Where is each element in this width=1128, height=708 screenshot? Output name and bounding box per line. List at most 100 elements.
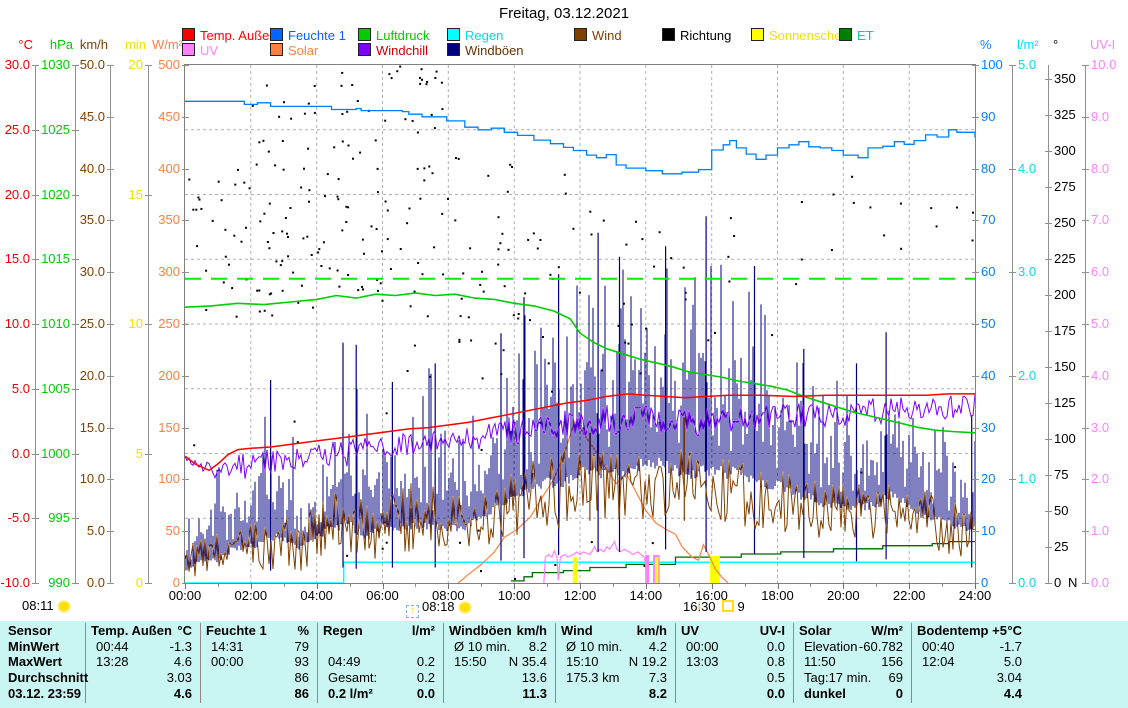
axis-tick-label: 1005 [41,382,70,396]
axis-tick [182,220,189,221]
axis-tick [1045,331,1052,332]
axis-tick-label: 1010 [41,317,70,331]
axis-tick-label: 15 [129,188,143,202]
legend-label: Richtung [680,28,731,43]
axis-tick-label: 5 [136,447,143,461]
axis-tick [972,220,979,221]
axis-tick [1009,583,1016,584]
axis-tick-label: 4.0 [1018,162,1036,176]
x-axis-minor-tick [745,583,746,587]
table-cell-value: 0.5 [675,671,785,685]
legend-label: UV [200,43,218,58]
axis-tick [972,531,979,532]
axis-tick [182,531,189,532]
axis-tick [145,583,152,584]
axis-tick-label: 1000 [41,447,70,461]
axis-tick-label: 250 [158,317,180,331]
axis-tick [145,65,152,66]
x-axis-label: 10:00 [490,589,538,603]
table-cell-value: -1.7 [911,640,1022,654]
axis-tick [145,454,152,455]
axis-tick-label: 300 [1054,144,1076,158]
axis-line [1048,65,1049,583]
axis-tick [1009,376,1016,377]
table-cell-value: 4.6 [85,655,192,669]
axis-tick [1082,479,1089,480]
table-cell-value: 3.03 [85,671,192,685]
axis-line [1012,65,1013,583]
axis-tick [32,324,39,325]
axis-tick [107,428,114,429]
legend-item: Wind [574,28,622,43]
axis-tick [1082,324,1089,325]
axis-tick [1045,547,1052,548]
legend-item: Windchill [358,43,428,58]
axis-tick-label: 0 [136,576,143,590]
table-row-label: Durchschnitt [8,671,88,685]
axis-tick-label: 350 [158,213,180,227]
weather-chart-window: Freitag, 03.12.2021 08:11 ↑08:18 16:309 … [0,0,1128,708]
sunrise-time-left: 08:11 [22,598,54,613]
legend-label: Luftdruck [376,28,429,43]
axis-tick-label: 70 [981,213,995,227]
axis-tick-label: 9.0 [1091,110,1109,124]
table-row-label: Sensor [8,624,52,638]
legend-item: UV [182,43,218,58]
axis-unit-label: UV-I [1090,38,1115,52]
x-axis-label: 00:00 [161,589,209,603]
legend-swatch [270,28,283,41]
axis-tick-label: 1.0 [1018,472,1036,486]
axis-unit-label: l/m² [1017,38,1039,52]
table-cell-value: 86 [200,671,309,685]
axis-tick-label: 50 [981,317,995,331]
axis-tick-label: 0.0 [1018,576,1036,590]
x-axis-minor-tick [810,583,811,587]
axis-tick-label: 225 [1054,252,1076,266]
axis-tick [1045,367,1052,368]
axis-tick [32,454,39,455]
axis-tick-label: 20 [129,58,143,72]
axis-tick [1045,79,1052,80]
axis-tick [145,324,152,325]
axis-tick [107,324,114,325]
legend-item: Windböen [447,43,524,58]
axis-tick-label: 40 [981,369,995,383]
table-cell-value: 4.2 [555,640,667,654]
table-cell-value: 8.2 [443,640,547,654]
axis-tick-label: 500 [158,58,180,72]
axis-tick [107,65,114,66]
legend-item: Regen [447,28,503,43]
axis-tick [1045,295,1052,296]
legend-label: Wind [592,28,622,43]
x-axis-minor-tick [547,583,548,587]
axis-tick-label: 1025 [41,123,70,137]
table-col-unit: % [200,624,309,638]
axis-tick-label: 200 [1054,288,1076,302]
table-cell-value: 0.0 [317,687,435,701]
axis-tick-label: 250 [1054,216,1076,230]
legend-swatch [358,43,371,56]
table-row-label: MinWert [8,640,59,654]
legend-swatch [839,28,852,41]
legend-label: Solar [288,43,318,58]
axis-tick [72,518,79,519]
axis-tick [1082,376,1089,377]
axis-tick [1082,428,1089,429]
axis-tick-label: 30.0 [5,58,30,72]
axis-tick [1009,272,1016,273]
axis-tick [1082,169,1089,170]
axis-tick-label: 275 [1054,180,1076,194]
legend-label: Temp. Außen [200,28,277,43]
legend-item: Temp. Außen [182,28,277,43]
axis-tick-label: 8.0 [1091,162,1109,176]
axis-tick-label: 5.0 [87,524,105,538]
table-cell-value: 0.2 [317,655,435,669]
table-col-unit: km/h [555,624,667,638]
legend-item: ET [839,28,874,43]
x-axis-minor-tick [613,583,614,587]
axis-tick-label: 35.0 [80,213,105,227]
axis-tick-label: 450 [158,110,180,124]
table-cell-value: 13.6 [443,671,547,685]
table-row-label: MaxWert [8,655,62,669]
axis-tick-label: 1015 [41,252,70,266]
